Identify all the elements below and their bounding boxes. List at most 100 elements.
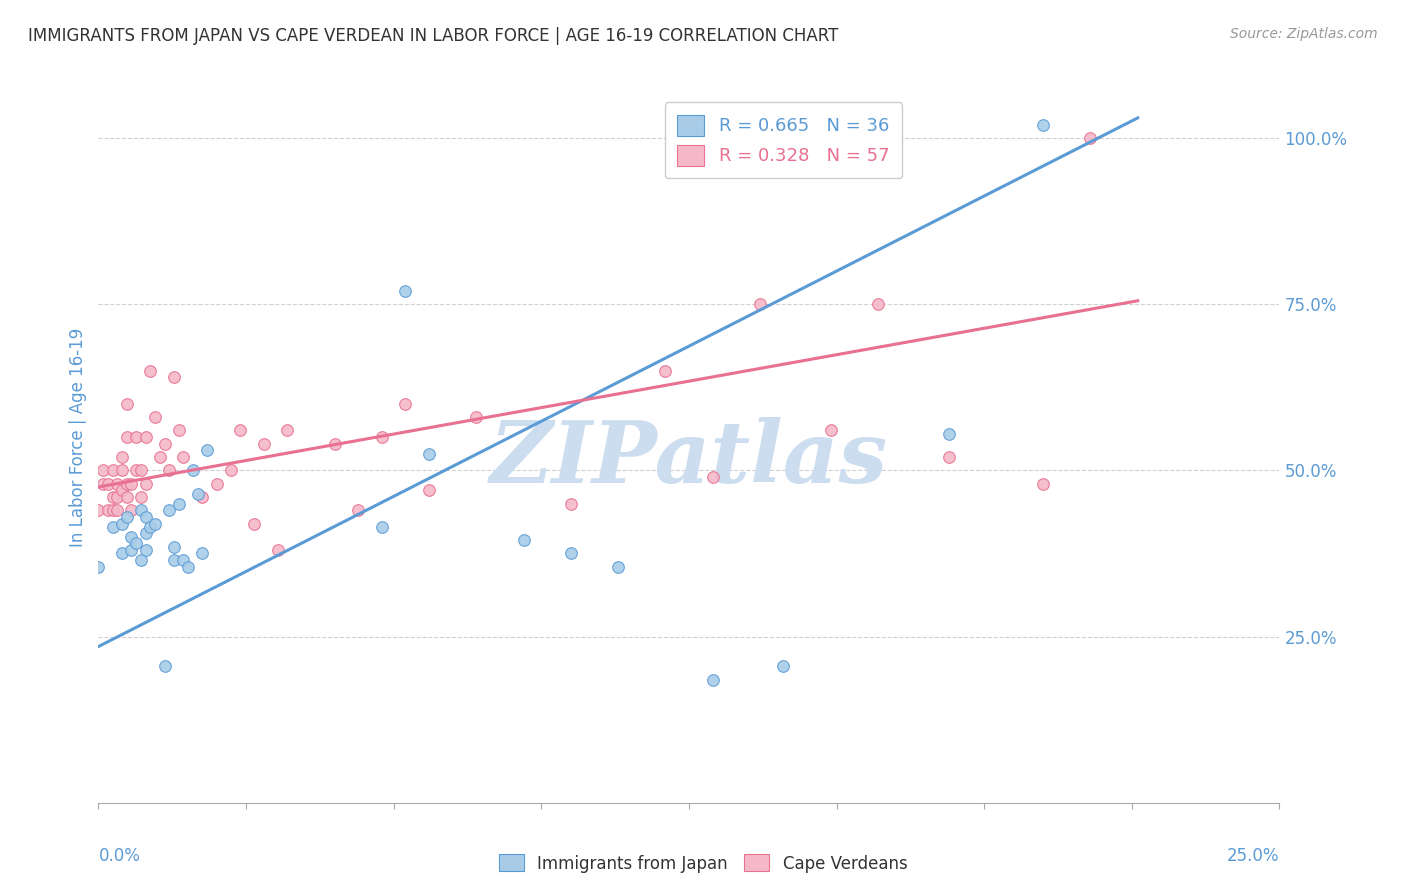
Point: [91, 463, 114, 477]
Text: ZIPatlas: ZIPatlas: [489, 417, 889, 500]
Point: [105, 476, 128, 491]
Point: [702, 673, 724, 687]
Point: [172, 450, 194, 464]
Point: [253, 436, 276, 450]
Point: [157, 503, 180, 517]
Point: [139, 520, 162, 534]
Point: [87, 503, 110, 517]
Point: [560, 546, 582, 560]
Point: [418, 447, 440, 461]
Point: [153, 659, 176, 673]
Point: [111, 516, 134, 531]
Point: [135, 526, 157, 541]
Point: [135, 430, 157, 444]
Point: [323, 436, 346, 450]
Point: [87, 559, 110, 574]
Point: [938, 426, 960, 441]
Point: [394, 397, 416, 411]
Point: [177, 559, 200, 574]
Point: [101, 503, 124, 517]
Point: [938, 450, 960, 464]
Point: [347, 503, 370, 517]
Point: [115, 490, 138, 504]
Point: [121, 503, 143, 517]
Point: [772, 659, 794, 673]
Point: [111, 463, 134, 477]
Point: [135, 476, 157, 491]
Point: [181, 463, 204, 477]
Point: [371, 520, 394, 534]
Point: [97, 503, 120, 517]
Point: [1032, 118, 1054, 132]
Point: [125, 430, 148, 444]
Point: [512, 533, 534, 548]
Point: [205, 476, 228, 491]
Point: [105, 490, 128, 504]
Text: IMMIGRANTS FROM JAPAN VS CAPE VERDEAN IN LABOR FORCE | AGE 16-19 CORRELATION CHA: IMMIGRANTS FROM JAPAN VS CAPE VERDEAN IN…: [28, 27, 838, 45]
Legend: Immigrants from Japan, Cape Verdeans: Immigrants from Japan, Cape Verdeans: [492, 847, 914, 880]
Point: [101, 520, 124, 534]
Point: [163, 370, 186, 384]
Point: [702, 470, 724, 484]
Point: [139, 363, 162, 377]
Point: [560, 497, 582, 511]
Point: [157, 463, 180, 477]
Point: [394, 284, 416, 298]
Point: [129, 463, 152, 477]
Y-axis label: In Labor Force | Age 16-19: In Labor Force | Age 16-19: [69, 327, 87, 547]
Point: [654, 363, 676, 377]
Point: [243, 516, 266, 531]
Point: [748, 297, 770, 311]
Point: [276, 424, 298, 438]
Point: [129, 553, 152, 567]
Point: [153, 436, 176, 450]
Point: [229, 424, 252, 438]
Point: [195, 443, 218, 458]
Point: [143, 410, 166, 425]
Point: [91, 476, 114, 491]
Point: [371, 430, 394, 444]
Point: [115, 430, 138, 444]
Point: [97, 476, 120, 491]
Point: [163, 553, 186, 567]
Point: [465, 410, 488, 425]
Point: [121, 530, 143, 544]
Point: [121, 476, 143, 491]
Point: [125, 463, 148, 477]
Point: [191, 490, 214, 504]
Point: [1032, 476, 1054, 491]
Point: [149, 450, 172, 464]
Point: [111, 546, 134, 560]
Point: [820, 424, 842, 438]
Point: [167, 497, 190, 511]
Point: [135, 543, 157, 558]
Point: [101, 463, 124, 477]
Point: [111, 450, 134, 464]
Point: [129, 490, 152, 504]
Point: [1080, 131, 1102, 145]
Point: [135, 509, 157, 524]
Point: [121, 543, 143, 558]
Point: [866, 297, 889, 311]
Point: [187, 486, 209, 500]
Point: [105, 503, 128, 517]
Text: 0.0%: 0.0%: [98, 847, 141, 864]
Text: 25.0%: 25.0%: [1227, 847, 1279, 864]
Point: [115, 397, 138, 411]
Point: [125, 536, 148, 550]
Point: [267, 543, 290, 558]
Legend: R = 0.665   N = 36, R = 0.328   N = 57: R = 0.665 N = 36, R = 0.328 N = 57: [665, 103, 903, 178]
Point: [172, 553, 194, 567]
Point: [607, 559, 630, 574]
Point: [418, 483, 440, 498]
Point: [115, 509, 138, 524]
Point: [219, 463, 242, 477]
Point: [191, 546, 214, 560]
Point: [129, 503, 152, 517]
Point: [163, 540, 186, 554]
Text: Source: ZipAtlas.com: Source: ZipAtlas.com: [1230, 27, 1378, 41]
Point: [111, 483, 134, 498]
Point: [143, 516, 166, 531]
Point: [101, 490, 124, 504]
Point: [115, 476, 138, 491]
